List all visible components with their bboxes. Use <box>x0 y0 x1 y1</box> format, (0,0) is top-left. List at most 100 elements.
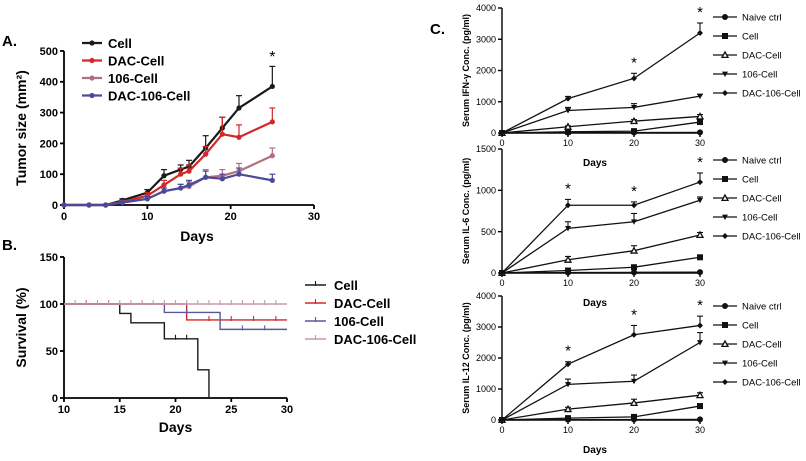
data-point <box>720 50 730 59</box>
legend-marker <box>89 75 95 81</box>
significance-star: * <box>565 180 571 197</box>
y-tick-label: 50 <box>46 346 58 358</box>
series-106-cell <box>499 332 703 423</box>
x-tick-label: 20 <box>629 278 639 288</box>
significance-star: * <box>269 49 275 66</box>
data-point <box>722 214 728 220</box>
x-axis-label: Days <box>159 419 193 435</box>
legend-label: DAC-106-Cell <box>742 378 801 389</box>
y-tick-label: 400 <box>40 77 58 89</box>
significance-star: * <box>697 4 703 21</box>
data-point <box>631 75 637 82</box>
cytokine-chart-1: 0 10 20 30 0 1000 2000 3000 4000 Days Serum IFN-γ … <box>461 3 801 169</box>
data-point <box>144 196 150 202</box>
series-line <box>501 405 701 421</box>
data-point <box>722 233 728 239</box>
data-point <box>499 270 505 276</box>
y-tick-label: 100 <box>40 299 58 311</box>
series-line <box>501 341 701 421</box>
x-axis-label: Days <box>583 445 607 456</box>
y-tick-label: 0 <box>52 393 58 405</box>
data-point <box>695 112 705 120</box>
data-point <box>565 108 571 114</box>
legend-label: DAC-Cell <box>742 194 782 205</box>
data-point <box>697 129 703 136</box>
x-tick-label: 0 <box>499 278 504 288</box>
series-dac-106-cell <box>499 22 703 136</box>
x-tick-label: 20 <box>629 138 639 148</box>
data-point <box>722 322 728 328</box>
data-point <box>722 71 728 77</box>
y-tick-label: 3000 <box>476 34 496 44</box>
data-point <box>720 339 730 348</box>
cytokine-chart-3: 0 10 20 30 0 1000 2000 3000 4000 Days Serum IL-12 … <box>461 291 801 456</box>
series-line <box>501 324 701 421</box>
legend-label: DAC-Cell <box>742 340 782 351</box>
series-106-cell <box>499 196 703 276</box>
data-point <box>565 361 571 368</box>
data-point <box>203 151 209 157</box>
x-tick-label: 0 <box>499 138 504 148</box>
y-tick-label: 3000 <box>476 322 496 332</box>
data-point <box>565 202 571 209</box>
data-point <box>697 340 703 346</box>
y-tick-label: 4000 <box>476 291 496 301</box>
x-tick-label: 10 <box>141 211 153 223</box>
data-point <box>86 202 92 208</box>
series-line <box>501 32 701 134</box>
data-point <box>236 105 242 111</box>
data-point <box>269 83 275 90</box>
x-tick-label: 25 <box>225 404 237 416</box>
data-point <box>722 303 728 309</box>
legend-label: DAC-106-Cell <box>334 332 416 347</box>
y-tick-label: 2000 <box>476 353 496 363</box>
series-line <box>501 199 701 274</box>
panel-label-b: B. <box>2 237 17 254</box>
data-point <box>697 254 703 261</box>
data-point <box>722 157 728 163</box>
y-tick-label: 4000 <box>476 3 496 13</box>
data-point <box>697 119 703 126</box>
data-point <box>161 182 167 188</box>
y-axis-label: Survival (%) <box>13 287 29 367</box>
significance-star: * <box>631 306 637 323</box>
data-point <box>720 193 730 202</box>
data-point <box>161 188 167 194</box>
legend-marker <box>89 57 95 64</box>
data-point <box>631 264 637 271</box>
data-point <box>722 14 728 20</box>
y-tick-label: 2000 <box>476 66 496 76</box>
legend-label: 106-Cell <box>742 359 777 370</box>
y-tick-label: 0 <box>491 415 496 425</box>
x-tick-label: 0 <box>61 211 67 223</box>
x-tick-label: 30 <box>695 425 705 435</box>
significance-star: * <box>565 343 571 360</box>
y-tick-label: 500 <box>481 227 496 237</box>
data-point <box>631 331 637 338</box>
series-dac-106-cell <box>64 300 287 305</box>
data-point <box>563 255 573 263</box>
data-point <box>722 379 728 385</box>
series-cell <box>64 303 210 398</box>
legend-label: 106-Cell <box>742 70 777 81</box>
legend-label: 106-Cell <box>334 314 384 329</box>
series-line <box>64 85 273 207</box>
data-point <box>697 197 703 204</box>
x-tick-label: 10 <box>58 404 70 416</box>
series-line <box>501 418 701 421</box>
data-point <box>722 176 728 182</box>
data-point <box>697 416 703 423</box>
series-106-cell <box>61 147 276 208</box>
legend-label: Cell <box>108 36 132 51</box>
data-point <box>631 413 637 420</box>
data-point <box>631 269 637 276</box>
y-tick-label: 0 <box>491 268 496 278</box>
series-line <box>501 271 701 274</box>
data-point <box>697 322 703 329</box>
data-point <box>499 130 505 136</box>
x-tick-label: 20 <box>629 425 639 435</box>
y-axis-label: Serum IL-12 Conc. (pg/ml) <box>461 302 471 414</box>
data-point <box>186 182 192 188</box>
x-axis-label: Days <box>583 298 607 309</box>
data-point <box>61 202 67 208</box>
